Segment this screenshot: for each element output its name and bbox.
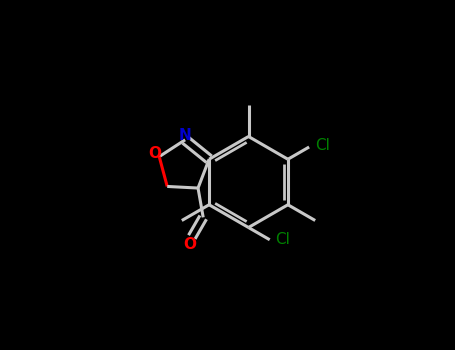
Text: Cl: Cl: [276, 232, 290, 247]
Text: O: O: [183, 237, 197, 252]
Text: N: N: [179, 128, 192, 143]
Text: O: O: [148, 146, 162, 161]
Text: Cl: Cl: [315, 138, 330, 153]
